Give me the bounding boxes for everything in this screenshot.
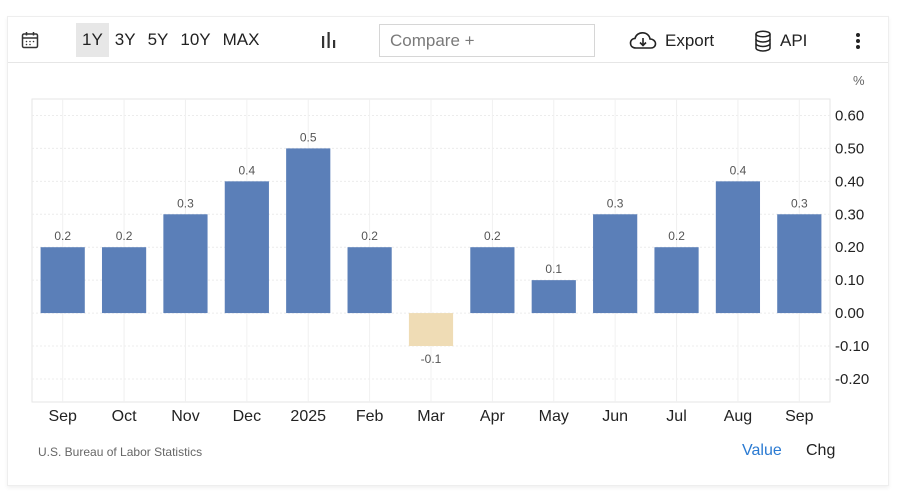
bar[interactable]	[531, 280, 576, 314]
y-tick-label: -0.10	[835, 338, 869, 355]
x-tick-label: Jun	[602, 408, 628, 425]
bar[interactable]	[163, 214, 208, 314]
bar[interactable]	[408, 313, 454, 347]
export-button[interactable]: Export	[629, 24, 714, 57]
bar[interactable]	[347, 247, 392, 314]
bar[interactable]	[40, 247, 85, 314]
api-label: API	[780, 30, 808, 50]
value-mode-link[interactable]: Value	[742, 442, 782, 459]
bar-value-labels: 0.2 0.2 0.3 0.4 0.5 0.2 -0.1 0.2 0.1 0.3 0.2 0.4 0.3	[54, 130, 808, 366]
y-tick-label: 0.40	[835, 173, 864, 190]
source-label: U.S. Bureau of Labor Statistics	[38, 445, 203, 459]
cloud-download-icon	[629, 31, 657, 49]
bar-value-label: 0.4	[730, 163, 747, 177]
x-tick-label: Apr	[480, 408, 506, 425]
bars	[40, 148, 822, 347]
range-max-button[interactable]: MAX	[222, 30, 260, 49]
calendar-button[interactable]	[20, 30, 40, 50]
bar[interactable]	[286, 148, 331, 314]
x-tick-label: 2025	[290, 408, 326, 425]
bar-value-label: 0.3	[791, 196, 808, 210]
bar-value-label: 0.3	[177, 196, 194, 210]
y-tick-label: 0.10	[835, 272, 864, 289]
y-tick-label: 0.00	[835, 305, 864, 322]
bar[interactable]	[654, 247, 699, 314]
x-tick-label: Sep	[785, 408, 814, 425]
x-tick-label: Dec	[233, 408, 261, 425]
range-5y-button[interactable]: 5Y	[147, 30, 169, 49]
database-icon	[755, 29, 771, 52]
bar-value-label: 0.3	[607, 196, 624, 210]
bar[interactable]	[101, 247, 147, 314]
x-tick-label: Aug	[724, 408, 752, 425]
api-button[interactable]: API	[754, 24, 807, 57]
bar-chart-icon	[322, 32, 336, 48]
bar[interactable]	[593, 214, 638, 314]
more-vertical-icon	[856, 33, 860, 49]
chart-toolbar: 1Y 3Y 5Y 10Y MAX Export	[8, 17, 888, 63]
bar[interactable]	[777, 214, 822, 314]
y-tick-label: -0.20	[835, 371, 869, 388]
export-label: Export	[665, 30, 715, 50]
bar-value-label: 0.5	[300, 130, 317, 144]
unit-label: %	[853, 73, 865, 88]
y-tick-label: 0.20	[835, 239, 864, 256]
x-tick-label: Nov	[171, 408, 199, 425]
range-3y-button[interactable]: 3Y	[114, 30, 136, 49]
chart-type-button[interactable]	[318, 29, 340, 51]
bar-value-label: 0.2	[54, 229, 71, 243]
bar-value-label: 0.2	[484, 229, 501, 243]
x-tick-label: Feb	[356, 408, 384, 425]
bar[interactable]	[715, 181, 761, 314]
bar[interactable]	[470, 247, 515, 314]
y-tick-label: 0.50	[835, 140, 864, 157]
y-tick-label: 0.60	[835, 107, 864, 124]
bar-value-label: 0.1	[545, 262, 562, 276]
x-tick-label: Oct	[112, 408, 137, 425]
range-1y-button[interactable]: 1Y	[76, 23, 109, 57]
x-tick-label: Mar	[417, 408, 445, 425]
compare-input[interactable]	[379, 24, 595, 57]
range-10y-button[interactable]: 10Y	[180, 30, 211, 49]
calendar-icon	[21, 32, 39, 49]
x-tick-label: Sep	[48, 408, 77, 425]
time-range-group: 1Y 3Y 5Y 10Y MAX	[76, 23, 265, 57]
x-tick-label: May	[539, 408, 569, 425]
x-axis-ticks: Sep Oct Nov Dec 2025 Feb Mar Apr May Jun Jul Aug Sep	[48, 408, 813, 425]
bar-value-label: 0.2	[668, 229, 685, 243]
chg-mode-link[interactable]: Chg	[806, 442, 836, 459]
bar[interactable]	[224, 181, 269, 314]
bar-value-label: 0.4	[239, 163, 256, 177]
y-tick-label: 0.30	[835, 206, 864, 223]
chart-area: 0.2 0.2 0.3 0.4 0.5 0.2 -0.1 0.2 0.1 0.3 0.2 0.4 0.3…	[31, 98, 869, 425]
x-tick-label: Jul	[666, 408, 686, 425]
y-axis-ticks: 0.60 0.50 0.40 0.30 0.20 0.10 0.00 -0.10 -0.20	[835, 107, 869, 387]
bar-value-label: 0.2	[361, 229, 378, 243]
chart-card: 1Y 3Y 5Y 10Y MAX Export	[7, 16, 889, 486]
more-options-button[interactable]	[848, 30, 868, 52]
bar-value-label: 0.2	[116, 229, 133, 243]
bar-value-label: -0.1	[421, 352, 442, 366]
